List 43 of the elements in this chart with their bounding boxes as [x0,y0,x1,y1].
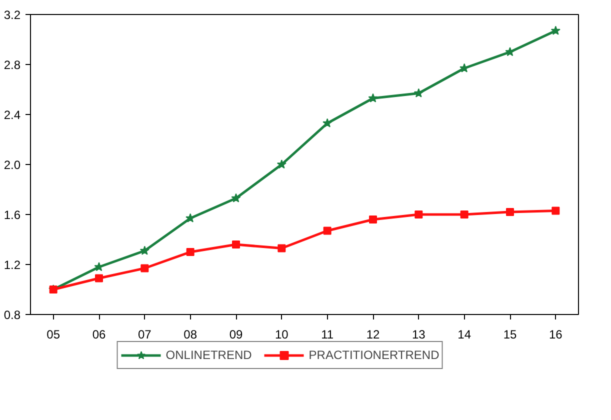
point [140,246,150,255]
y-tick-label: 0.8 [4,308,21,322]
y-tick-label: 2.0 [4,158,21,172]
point [414,88,424,98]
x-tick-label: 12 [366,328,380,342]
point [505,47,515,56]
y-tick-label: 2.4 [4,108,21,122]
point [550,26,560,35]
y-tick-label: 3.2 [4,8,21,22]
x-tick-label: 11 [321,328,334,342]
x-tick-label: 14 [458,328,472,342]
x-tick-label: 16 [548,328,563,342]
x-tick-label: 10 [274,328,289,342]
point [186,248,194,256]
x-tick-label: 05 [46,328,60,342]
point [95,274,103,282]
x-tick-label: 07 [138,328,152,342]
x-tick-label: 06 [92,328,106,342]
point [460,63,470,72]
x-tick-label: 13 [412,328,426,342]
point [278,244,286,252]
y-tick-label: 2.8 [4,58,21,72]
point [232,240,240,248]
legend-label: PRACTITIONERTREND [308,348,440,362]
point [369,216,377,224]
point [323,226,332,235]
point [322,118,332,128]
point [368,93,378,102]
point [276,160,286,169]
x-tick-label: 08 [184,328,198,342]
point [552,206,560,215]
point [460,210,468,218]
y-tick-label: 1.2 [4,258,21,272]
point [414,210,423,218]
point [506,208,514,216]
point [94,262,104,272]
point [186,213,196,222]
x-tick-label: 15 [503,328,517,342]
y-tick-label: 1.6 [4,208,21,222]
x-tick-label: 09 [229,328,243,342]
legend-label: ONLINETREND [166,348,252,362]
point [140,264,149,272]
point [231,193,241,202]
